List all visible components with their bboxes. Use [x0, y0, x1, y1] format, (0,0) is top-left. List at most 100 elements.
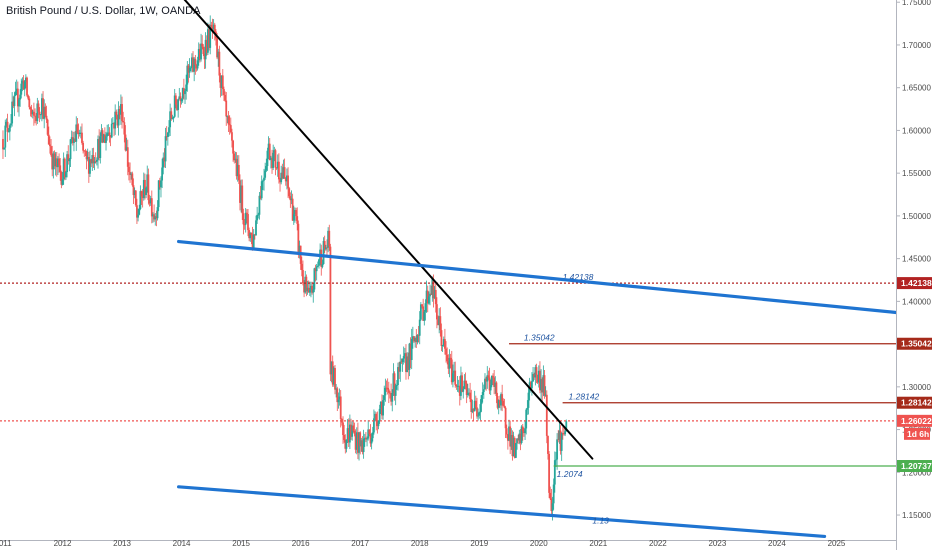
candle-body	[369, 434, 372, 444]
price-tag-label: 1.26022	[901, 416, 932, 426]
candle-body	[102, 134, 105, 143]
time-tick-label: 2011	[0, 539, 12, 548]
candle-body	[61, 179, 64, 185]
candle-body	[403, 353, 406, 357]
candle-body	[70, 137, 73, 140]
candle-body	[477, 415, 480, 417]
price-tag-label: 1.28142	[901, 398, 932, 408]
candle-body	[500, 394, 502, 406]
candle-body	[172, 116, 175, 119]
candle-body	[326, 247, 328, 249]
candle-body	[29, 107, 32, 110]
candle-body	[200, 43, 202, 60]
candle-body	[407, 356, 410, 370]
candle-body	[122, 120, 125, 123]
candle-body	[338, 396, 341, 400]
candle-body	[90, 159, 93, 164]
candle-body	[336, 388, 339, 403]
candle-body	[469, 392, 471, 400]
price-tag-label: 1.20737	[901, 461, 932, 471]
candle-body	[130, 173, 133, 175]
candle-body	[133, 190, 136, 196]
candle-body	[177, 99, 180, 110]
time-tick-label: 2018	[411, 539, 429, 548]
candle-body	[395, 384, 398, 386]
candle-body	[320, 249, 323, 267]
candle-body	[249, 233, 252, 239]
candle-body	[486, 375, 489, 382]
candle-body	[504, 407, 507, 429]
candle-body	[170, 111, 173, 119]
candle-body	[163, 157, 166, 162]
price-tick-label: 1.50000	[902, 212, 931, 221]
candle-body	[195, 64, 198, 69]
candle-body	[211, 26, 214, 30]
candle-body	[304, 276, 307, 293]
candle-body	[255, 220, 257, 236]
candle-body	[446, 354, 449, 362]
candle-body	[306, 287, 309, 292]
time-tick-label: 2017	[351, 539, 369, 548]
candle-body	[371, 432, 374, 439]
candle-body	[100, 130, 103, 137]
candle-body	[503, 405, 506, 408]
candle-body	[203, 54, 206, 60]
candle-body	[168, 127, 170, 133]
candle-body	[514, 443, 517, 458]
candle-body	[501, 394, 504, 401]
candle-body	[231, 132, 233, 141]
candle-body	[105, 136, 107, 143]
candle-body	[26, 77, 28, 96]
candle-body	[328, 230, 331, 247]
candle-body	[161, 167, 164, 181]
candle-body	[389, 392, 391, 394]
candle-body	[157, 180, 160, 208]
candle-body	[248, 230, 251, 239]
candle-body	[31, 111, 34, 115]
candle-body	[466, 393, 469, 395]
candle-body	[141, 196, 144, 199]
candle-body	[442, 339, 445, 346]
candle-body	[182, 88, 185, 95]
candle-body	[430, 293, 433, 295]
candle-body	[347, 428, 350, 443]
candle-body	[457, 385, 460, 387]
candle-body	[79, 132, 82, 134]
candle-body	[154, 216, 157, 220]
candle-body	[373, 418, 375, 433]
candle-body	[302, 270, 304, 284]
candle-body	[398, 367, 401, 372]
candle-body	[110, 123, 113, 138]
candle-body	[225, 100, 228, 117]
time-tick-label: 2023	[708, 539, 726, 548]
candle-body	[162, 157, 165, 168]
candle-body	[375, 413, 378, 421]
candle-body	[34, 115, 36, 117]
candle-body	[560, 433, 563, 451]
candle-body	[268, 143, 271, 161]
candle-body	[426, 290, 429, 304]
candle-body	[217, 51, 220, 58]
candle-body	[83, 150, 86, 152]
candle-body	[4, 125, 7, 148]
candle-body	[510, 435, 513, 447]
candle-body	[265, 166, 268, 171]
candle-body	[108, 132, 111, 136]
candle-body	[307, 287, 310, 293]
candle-body	[10, 123, 12, 126]
candle-body	[337, 399, 340, 403]
time-tick-label: 2022	[649, 539, 667, 548]
candle-body	[458, 385, 461, 396]
candle-body	[303, 283, 305, 293]
candle-body	[294, 210, 296, 215]
candle-body	[99, 136, 102, 158]
candle-body	[126, 147, 129, 167]
candle-body	[353, 430, 356, 434]
candle-body	[452, 373, 454, 383]
candle-body	[418, 319, 421, 336]
candle-body	[69, 139, 72, 160]
candle-body	[50, 146, 52, 156]
candle-body	[368, 429, 371, 435]
candle-body	[454, 370, 457, 385]
